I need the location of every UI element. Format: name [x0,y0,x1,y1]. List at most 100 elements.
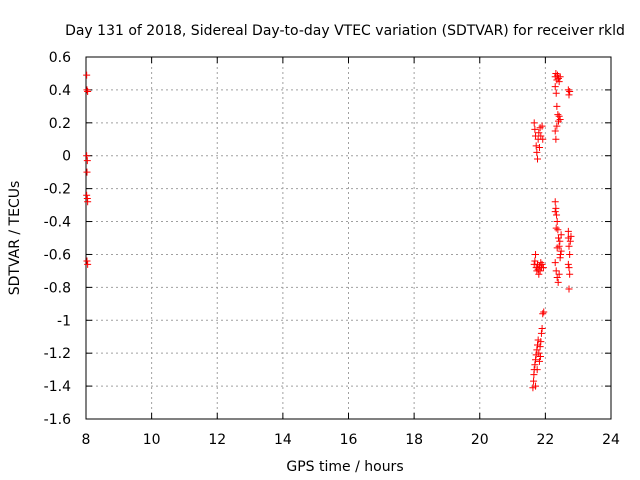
data-point [536,343,544,351]
x-tick-label: 8 [82,432,91,448]
data-point [555,74,562,82]
data-point [553,244,561,252]
data-point [538,122,546,130]
data-point [552,89,560,97]
data-point [535,270,543,278]
data-point [531,361,539,369]
data-point [532,250,540,258]
y-tick-label: -0.4 [44,215,71,231]
data-point [538,325,546,332]
data-point [535,144,543,151]
data-point [552,224,560,232]
data-point [539,135,547,143]
data-point [533,366,541,374]
data-point [565,91,573,99]
data-point [565,242,573,250]
data-point [553,211,561,219]
data-point [566,237,574,245]
data-point [555,117,562,125]
data-point [555,270,563,278]
x-tick-labels: 8 10 12 14 16 18 20 22 24 [82,432,620,448]
x-tick-label: 18 [405,432,423,448]
x-tick-label: 10 [143,432,161,448]
data-point [555,78,563,86]
data-point [551,259,559,267]
data-point [551,198,559,206]
data-point [566,250,574,258]
data-point [534,155,541,163]
y-tick-label: -0.8 [44,280,71,296]
data-point [84,198,92,206]
y-tick-label: 0.2 [49,116,71,132]
data-point [83,157,91,165]
data-point [83,257,91,265]
y-tick-label: -1.2 [44,346,71,362]
data-point [552,204,560,212]
data-point [557,247,565,255]
data-point [532,142,540,150]
x-tick-label: 24 [602,432,620,448]
data-point [530,377,538,385]
data-point [531,125,539,133]
data-point [566,270,574,278]
data-point [540,308,548,316]
data-point [83,86,91,94]
data-point [551,83,559,91]
data-point [552,267,560,275]
data-point [557,231,565,239]
y-axis-label: SDTVAR / TECUs [7,181,23,296]
data-point [537,329,545,337]
y-tick-label: 0.4 [49,83,71,99]
data-point [554,278,562,286]
data-point [535,357,543,365]
data-point [565,264,573,272]
y-tick-labels: 0.6 0.4 0.2 0 -0.2 -0.4 -0.6 -0.8 -1 -1.2 -1.4 -1.6 [44,50,71,428]
data-point [538,260,546,268]
data-point [551,208,559,216]
data-point [537,259,545,267]
data-point [555,112,563,120]
y-tick-label: -1.6 [44,412,71,428]
data-point [83,191,91,199]
data-point [564,86,572,94]
data-point [567,232,575,240]
data-point [552,135,560,143]
data-point [539,264,547,272]
data-point [537,338,545,346]
data-point [83,71,91,79]
data-point [532,382,540,390]
data-point [536,352,544,360]
y-tick-label: -1 [57,313,71,329]
grid-lines [86,57,611,419]
data-point [84,260,92,268]
data-point [565,285,573,293]
x-tick-label: 14 [274,432,292,448]
data-point [564,260,572,268]
data-point [539,310,547,318]
data-point [553,122,561,130]
y-tick-label: -0.6 [44,247,71,263]
data-point [554,111,562,119]
data-point [564,227,572,235]
x-tick-label: 22 [536,432,554,448]
data-point [551,127,559,135]
data-point [535,349,543,357]
y-tick-label: -1.4 [44,379,71,395]
data-point [84,88,92,96]
data-point [83,152,91,160]
data-point [556,116,564,124]
x-tick-label: 20 [471,432,489,448]
y-tick-label: 0.6 [49,50,71,66]
chart-title: Day 131 of 2018, Sidereal Day-to-day VTE… [65,23,625,39]
data-point [536,267,544,275]
y-tick-label: 0 [62,149,71,165]
x-axis-label: GPS time / hours [286,459,403,475]
data-point [533,148,541,156]
data-point [556,73,564,81]
data-points [83,69,575,392]
data-point [532,356,540,364]
data-point [552,69,560,77]
y-tick-label: -0.2 [44,182,71,198]
x-tick-label: 16 [340,432,358,448]
